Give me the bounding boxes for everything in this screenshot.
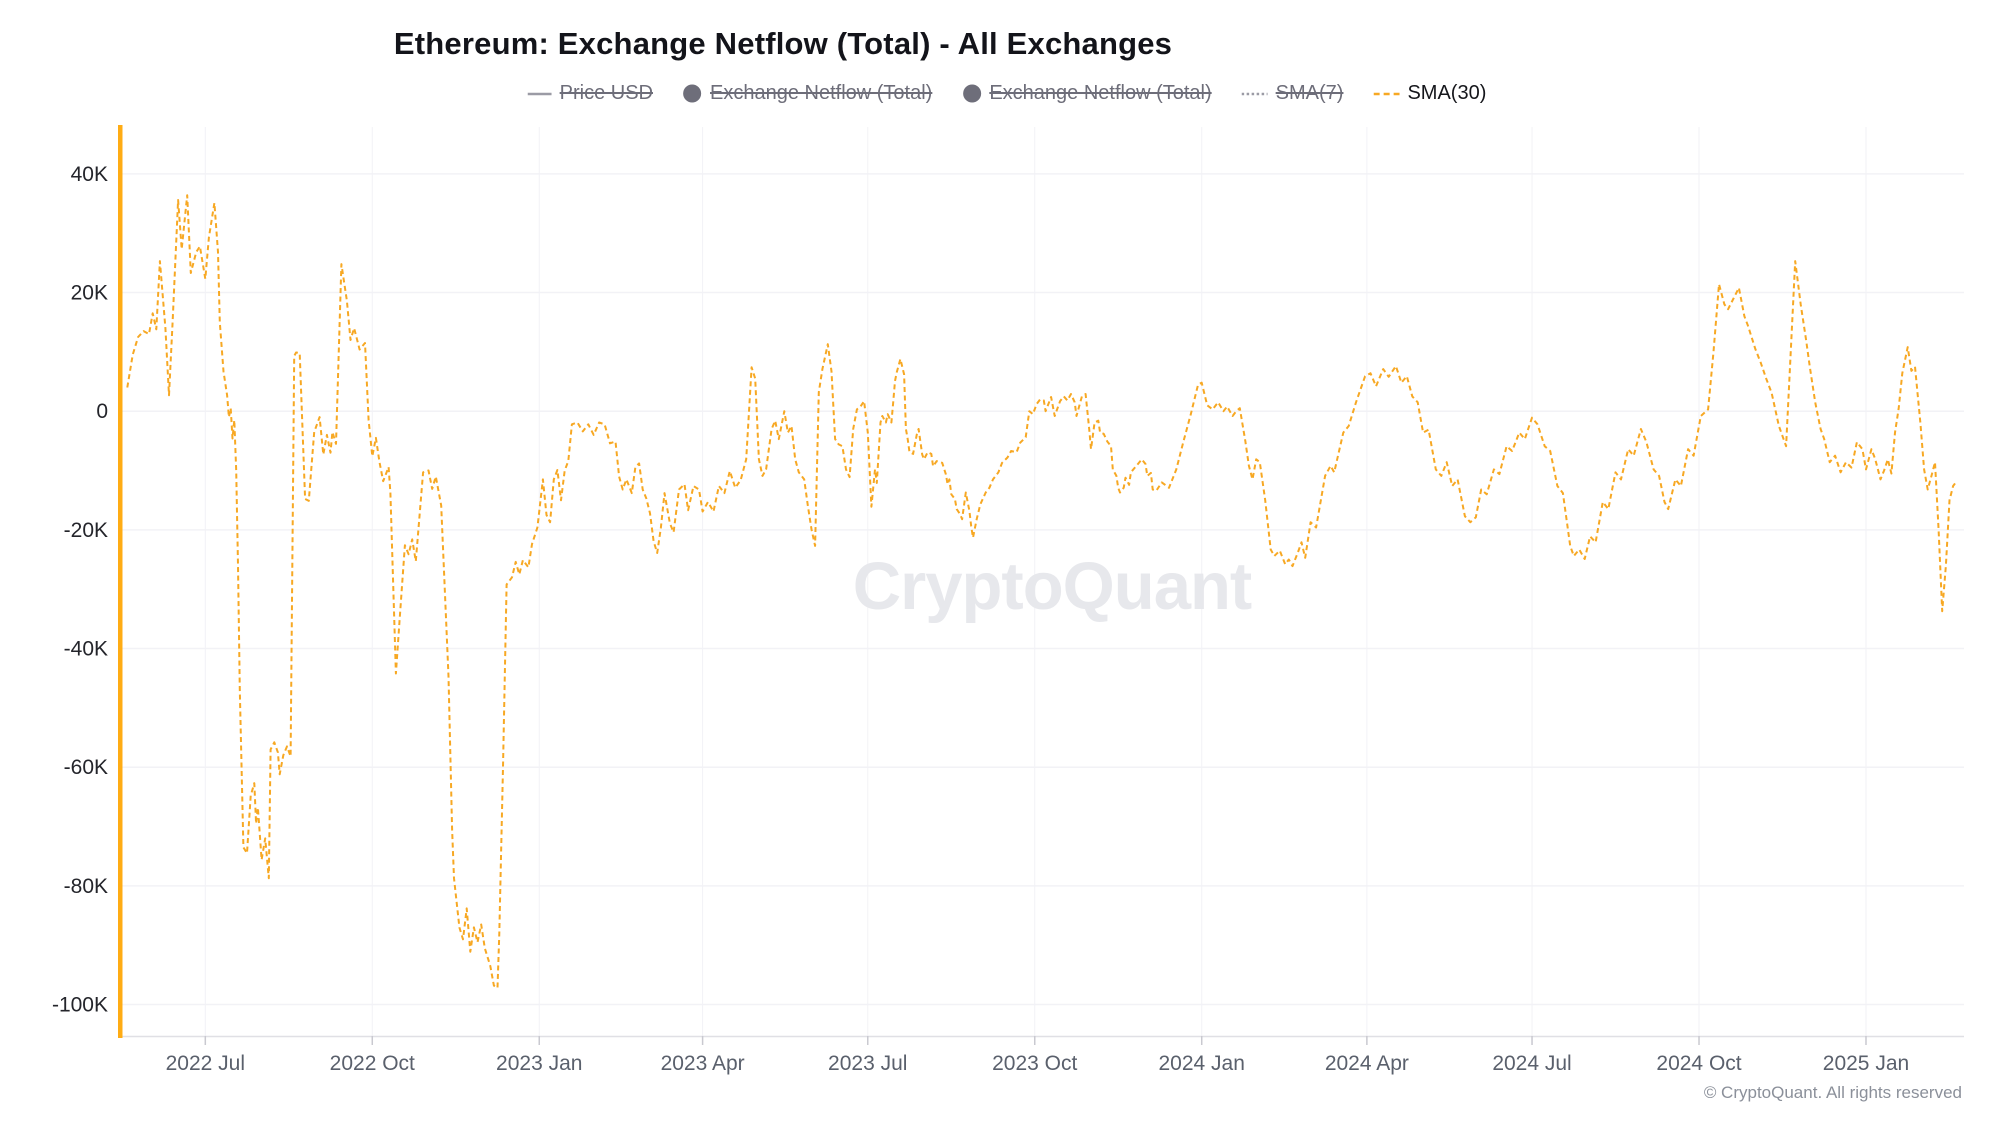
circle-icon — [683, 84, 702, 103]
chart-legend: Price USD Exchange Netflow (Total) Excha… — [527, 82, 1486, 105]
x-tick-label: 2024 Apr — [1325, 1052, 1409, 1075]
y-tick-label: -20K — [64, 519, 108, 542]
legend-label: Price USD — [559, 82, 653, 104]
y-tick-label: 20K — [71, 282, 108, 305]
dashed-line-icon — [1373, 90, 1400, 98]
x-axis-labels: 2022 Jul 2022 Oct 2023 Jan 2023 Apr 2023 Jul… — [166, 1052, 1910, 1075]
y-tick-label: 0 — [96, 400, 108, 423]
sma30-series-line — [126, 194, 1958, 989]
x-tick-label: 2024 Oct — [1656, 1052, 1741, 1075]
y-axis-labels: 40K 20K 0 -20K -40K -60K -80K -100K — [52, 163, 108, 1017]
series-path-sma-30- — [126, 194, 1958, 989]
page-title: Ethereum: Exchange Netflow (Total) - All… — [393, 26, 1173, 61]
y-tick-label: -80K — [64, 875, 108, 898]
legend-label: SMA(7) — [1275, 82, 1344, 104]
copyright-notice: © CryptoQuant. All rights reserved — [1703, 1083, 1962, 1102]
x-tick-label: 2022 Oct — [330, 1052, 415, 1075]
legend-label: SMA(30) — [1407, 82, 1487, 104]
solid-line-icon — [527, 90, 552, 98]
dashed-line-icon — [1241, 90, 1268, 98]
y-axis-accent-bar — [118, 125, 123, 1038]
y-tick-label: 40K — [71, 163, 108, 186]
circle-icon — [962, 84, 981, 103]
x-tick-label: 2025 Jan — [1823, 1052, 1909, 1075]
legend-item-exchange-netflow-1[interactable]: Exchange Netflow (Total) — [683, 82, 932, 105]
x-tick-label: 2023 Jan — [496, 1052, 582, 1075]
axis-ticks — [204, 1036, 1867, 1045]
legend-label: Exchange Netflow (Total) — [710, 82, 933, 104]
legend-item-exchange-netflow-2[interactable]: Exchange Netflow (Total) — [962, 82, 1212, 105]
x-tick-label: 2024 Jul — [1492, 1052, 1571, 1075]
x-tick-label: 2022 Jul — [166, 1052, 245, 1075]
legend-item-sma30[interactable]: SMA(30) — [1373, 82, 1486, 105]
x-tick-label: 2023 Jul — [828, 1052, 907, 1075]
legend-label: Exchange Netflow (Total) — [989, 82, 1212, 104]
legend-item-price-usd[interactable]: Price USD — [527, 82, 653, 105]
legend-item-sma7[interactable]: SMA(7) — [1241, 82, 1344, 105]
cryptoquant-watermark: CryptoQuant — [852, 549, 1252, 624]
gridlines — [120, 127, 1964, 1036]
x-tick-label: 2023 Apr — [661, 1052, 745, 1075]
y-tick-label: -40K — [64, 638, 108, 661]
x-tick-label: 2023 Oct — [992, 1052, 1077, 1075]
x-tick-label: 2024 Jan — [1159, 1052, 1245, 1075]
y-tick-label: -60K — [64, 756, 108, 779]
y-tick-label: -100K — [52, 994, 108, 1017]
